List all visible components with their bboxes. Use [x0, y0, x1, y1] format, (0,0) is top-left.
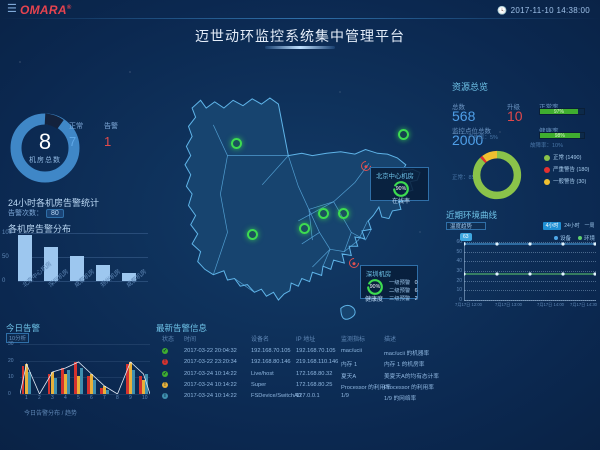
svg-text:90%: 90% — [370, 284, 381, 290]
svg-text:90%: 90% — [396, 186, 407, 192]
